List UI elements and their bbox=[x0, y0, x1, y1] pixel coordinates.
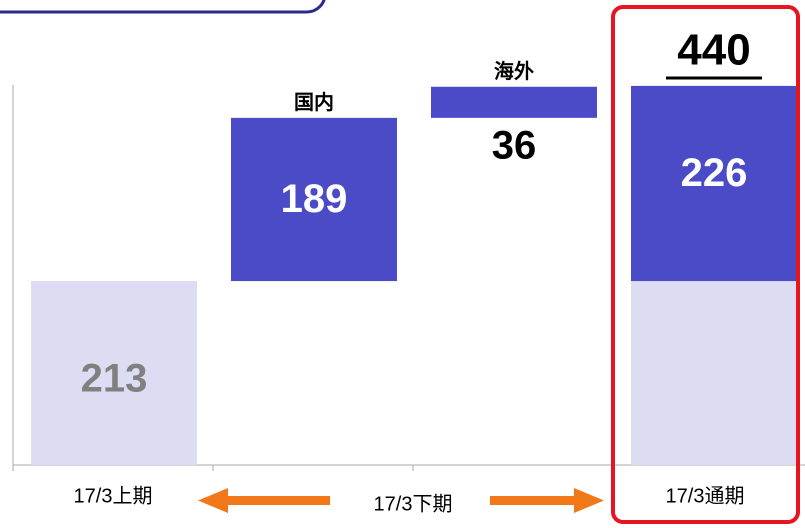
value-label: 189 bbox=[281, 177, 348, 221]
x-tick-label: 17/3通期 bbox=[666, 484, 745, 507]
value-label: 213 bbox=[81, 357, 148, 401]
x-tick-label: 17/3下期 bbox=[374, 493, 453, 515]
highlight-frame bbox=[611, 5, 800, 524]
x-ticks bbox=[12, 465, 614, 471]
bar bbox=[231, 117, 397, 282]
value-label: 226 bbox=[681, 151, 748, 195]
x-tick-label: 17/3上期 bbox=[74, 484, 153, 507]
total-label: 440 bbox=[677, 26, 750, 75]
value-label: 36 bbox=[492, 123, 537, 167]
bar bbox=[31, 281, 197, 465]
period-arrows bbox=[198, 488, 604, 513]
bar bbox=[631, 281, 797, 465]
bar bbox=[431, 86, 597, 118]
header-tab bbox=[0, 0, 326, 14]
bar bbox=[631, 85, 797, 282]
bar-label: 海外 bbox=[494, 59, 534, 83]
bar-label: 国内 bbox=[294, 90, 334, 114]
